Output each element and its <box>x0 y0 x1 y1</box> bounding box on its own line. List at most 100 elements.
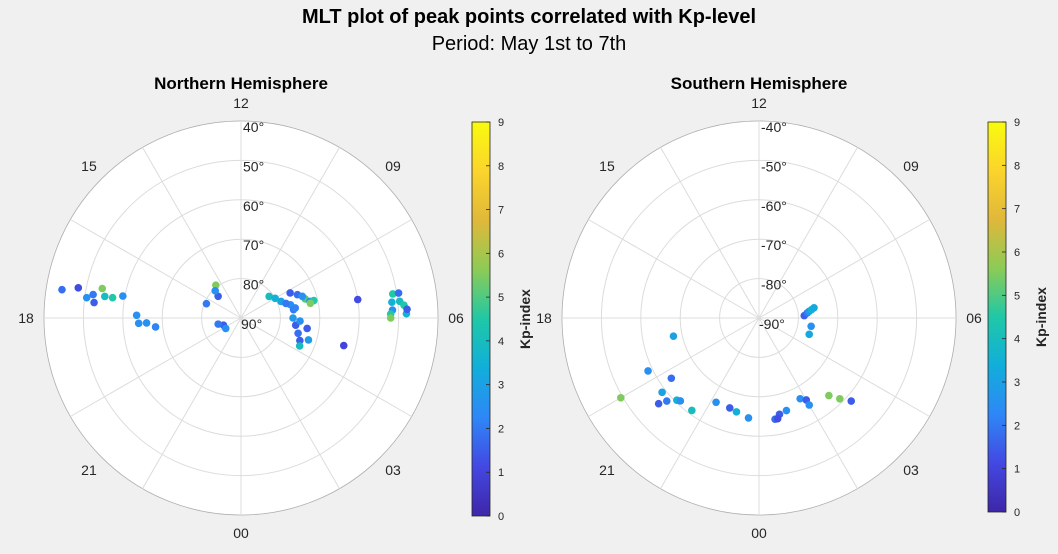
data-point <box>667 374 676 383</box>
colorbar-tick-label: 6 <box>498 248 504 260</box>
data-point <box>119 292 127 300</box>
colorbar-tick-label: 1 <box>498 467 504 479</box>
colorbar-tick-label: 7 <box>498 205 504 217</box>
data-point <box>98 284 107 293</box>
mlt-tick-label: 03 <box>903 462 919 478</box>
grid-spoke <box>240 317 340 489</box>
colorbar-tick-label: 8 <box>498 161 504 173</box>
grid-spoke <box>660 317 760 489</box>
grid-spoke <box>758 317 930 417</box>
colorbar-tick-label: 5 <box>1014 290 1020 302</box>
data-point <box>74 284 83 292</box>
mlt-tick-label: 15 <box>81 158 97 174</box>
data-point <box>306 299 315 308</box>
mlt-tick-label: 21 <box>81 462 97 478</box>
figure-title: MLT plot of peak points correlated with … <box>301 6 757 28</box>
data-point <box>339 341 348 350</box>
grid-spoke <box>70 317 242 417</box>
grid-spoke <box>758 219 930 319</box>
data-point <box>644 367 652 375</box>
colorbar-tick-label: 6 <box>1014 247 1020 259</box>
mlt-tick-label: 06 <box>966 310 982 326</box>
data-point <box>825 391 833 400</box>
latitude-tick-label: 90° <box>241 316 262 332</box>
data-point <box>796 394 804 403</box>
grid-spoke <box>240 147 340 319</box>
data-point <box>303 324 311 333</box>
data-point <box>291 304 300 312</box>
data-point <box>132 311 141 320</box>
data-point <box>725 404 734 412</box>
grid-spoke <box>142 147 242 319</box>
data-point <box>835 394 844 403</box>
mlt-tick-label: 18 <box>18 310 34 326</box>
data-point <box>295 342 304 350</box>
scatter-points <box>617 304 856 423</box>
colorbar: 0 1 2 3 4 5 6 7 8 9 Kp-index <box>471 117 533 523</box>
data-point <box>388 290 397 298</box>
colorbar-tick-label: 8 <box>1014 160 1020 172</box>
data-point <box>304 336 313 344</box>
data-point <box>282 299 290 308</box>
data-point <box>386 314 395 322</box>
latitude-tick-label: 40° <box>243 119 264 135</box>
data-point <box>669 332 678 340</box>
grid-spoke <box>142 317 242 489</box>
data-point <box>805 330 814 339</box>
grid-spoke <box>70 219 242 319</box>
data-point <box>89 290 97 299</box>
colorbar: 0 1 2 3 4 5 6 7 8 9 Kp-index <box>987 117 1049 519</box>
latitude-tick-label: -40° <box>761 119 787 135</box>
data-point <box>388 298 396 306</box>
data-point <box>773 414 782 423</box>
colorbar-tick-label: 3 <box>498 380 504 392</box>
mlt-tick-label: 09 <box>385 158 401 174</box>
mlt-tick-label: 00 <box>751 525 767 541</box>
colorbar-tick-label: 2 <box>1014 420 1020 432</box>
scatter-points <box>58 281 411 350</box>
data-point <box>298 292 307 301</box>
colorbar-tick-label: 7 <box>1014 204 1020 216</box>
latitude-tick-label: -50° <box>761 158 787 174</box>
figure-subtitle: Period: May 1st to 7th <box>431 33 627 55</box>
data-point <box>108 293 117 302</box>
colorbar-label: Kp-index <box>1033 287 1049 347</box>
data-point <box>403 305 411 314</box>
grid-spoke <box>758 147 858 319</box>
mlt-tick-label: 12 <box>751 95 767 111</box>
data-point <box>782 406 791 415</box>
grid-spoke <box>240 317 412 417</box>
data-point <box>617 393 625 402</box>
data-point <box>810 304 818 312</box>
colorbar-bar <box>987 121 1007 513</box>
data-point <box>211 287 220 295</box>
mlt-tick-label: 12 <box>233 95 249 111</box>
latitude-tick-label: 50° <box>243 158 264 174</box>
data-point <box>744 414 753 422</box>
grid-spoke <box>660 147 760 319</box>
data-point <box>58 285 66 294</box>
data-point <box>100 292 109 301</box>
data-point <box>294 329 302 338</box>
polar-axes: 12 09 06 03 00 21 18 15 40° 50° 60° 70° 80° 90° <box>18 95 464 541</box>
mlt-tick-label: 09 <box>903 158 919 174</box>
colorbar-bar <box>471 121 491 517</box>
latitude-tick-label: 70° <box>243 237 264 253</box>
mlt-tick-label: 00 <box>233 525 249 541</box>
data-point <box>353 295 362 304</box>
latitude-tick-label: 60° <box>243 198 264 214</box>
colorbar-tick-label: 2 <box>498 423 504 435</box>
mlt-tick-label: 06 <box>448 310 464 326</box>
data-point <box>296 317 304 325</box>
data-point <box>712 398 720 407</box>
data-point <box>662 397 671 405</box>
data-point <box>676 397 685 405</box>
data-point <box>82 293 91 302</box>
mlt-tick-label: 18 <box>536 310 552 326</box>
data-point <box>296 336 304 345</box>
colorbar-tick-label: 0 <box>498 511 504 523</box>
latitude-tick-label: -60° <box>761 198 787 214</box>
mlt-tick-label: 03 <box>385 462 401 478</box>
